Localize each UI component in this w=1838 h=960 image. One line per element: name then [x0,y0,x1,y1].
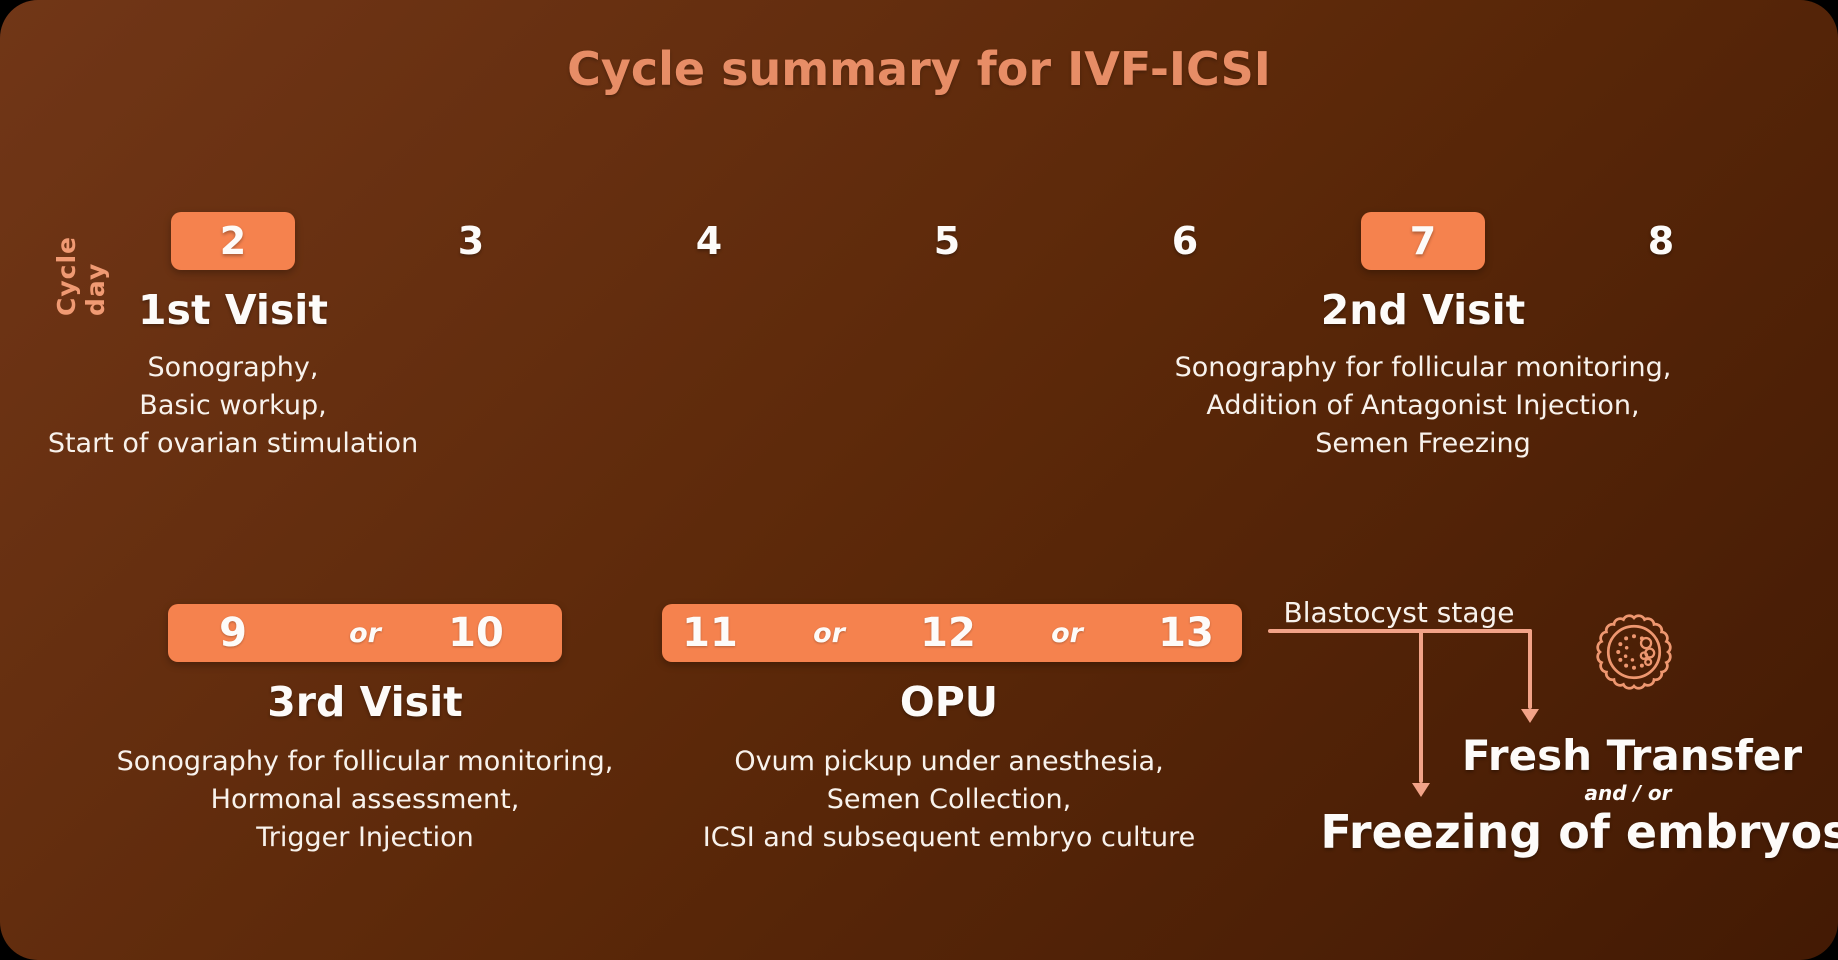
day-label: 5 [933,219,961,263]
day-label: 7 [1409,219,1437,263]
outcome-and-or: and / or [1584,781,1672,805]
day-label: 10 [448,610,504,656]
detail-line: Semen Collection, [826,784,1072,815]
detail-line: Sonography for follicular monitoring, [1174,352,1672,383]
page-title: Cycle summary for IVF-ICSI [567,42,1271,96]
day-label: 8 [1647,219,1675,263]
visit-1-details: Sonography, Basic workup, Start of ovari… [48,349,418,463]
detail-line: Sonography for follicular monitoring, [116,746,614,777]
visit-1-title: 1st Visit [138,286,328,334]
detail-line: Sonography, [147,352,319,383]
branch-label: Blastocyst stage [1283,596,1515,629]
detail-line: ICSI and subsequent embryo culture [702,822,1196,853]
detail-line: Start of ovarian stimulation [47,428,419,459]
outcome-fresh-transfer: Fresh Transfer [1461,731,1803,780]
detail-line: Addition of Antagonist Injection, [1206,390,1640,421]
outcome-freezing-of-embryos: Freezing of embryos [1320,805,1838,859]
day-cell-7: 7 [1361,212,1485,270]
detail-line: Trigger Injection [256,822,474,853]
detail-line: Basic workup, [139,390,327,421]
day-label: 6 [1171,219,1199,263]
day-label: 4 [695,219,723,263]
day-label: 12 [920,610,976,656]
blastocyst-dots [1616,634,1644,670]
day-cell-8: 8 [1648,212,1674,270]
day-label: 13 [1158,610,1214,656]
day-cell-6: 6 [1172,212,1198,270]
day-label: 2 [219,219,247,263]
blastocyst-icon [1596,614,1672,690]
day-cell-4: 4 [696,212,722,270]
detail-line: Ovum pickup under anesthesia, [734,746,1164,777]
blastocyst-outer [1596,614,1672,690]
visit-2-title: 2nd Visit [1320,286,1526,334]
branch-line-horizontal [1268,629,1532,633]
day-cell-5: 5 [934,212,960,270]
branch-line-down-fresh [1528,629,1532,709]
or-separator: or [349,617,381,649]
detail-line: Hormonal assessment, [210,784,520,815]
or-separator: or [813,617,845,649]
visit-2-details: Sonography for follicular monitoring, Ad… [1175,349,1672,463]
day-range-bar-9-10: 9 or 10 [168,604,562,662]
visit-opu-title: OPU [899,678,999,726]
day-label: 11 [682,610,738,656]
detail-line: Semen Freezing [1315,428,1531,459]
arrowhead-down-icon [1412,783,1430,797]
day-label: 3 [457,219,485,263]
or-separator: or [1051,617,1083,649]
day-cell-2: 2 [171,212,295,270]
branch-line-down-freezing [1419,629,1423,783]
cycle-day-axis-label: Cycle day [52,236,110,316]
visit-opu-details: Ovum pickup under anesthesia, Semen Coll… [703,743,1196,857]
arrowhead-down-icon [1521,709,1539,723]
day-range-bar-11-13: 11 or 12 or 13 [662,604,1242,662]
visit-3-details: Sonography for follicular monitoring, Ho… [117,743,614,857]
day-label: 9 [219,610,247,656]
visit-3-title: 3rd Visit [267,678,463,726]
day-cell-3: 3 [458,212,484,270]
blastocyst-inner-cell-mass [1639,636,1656,667]
